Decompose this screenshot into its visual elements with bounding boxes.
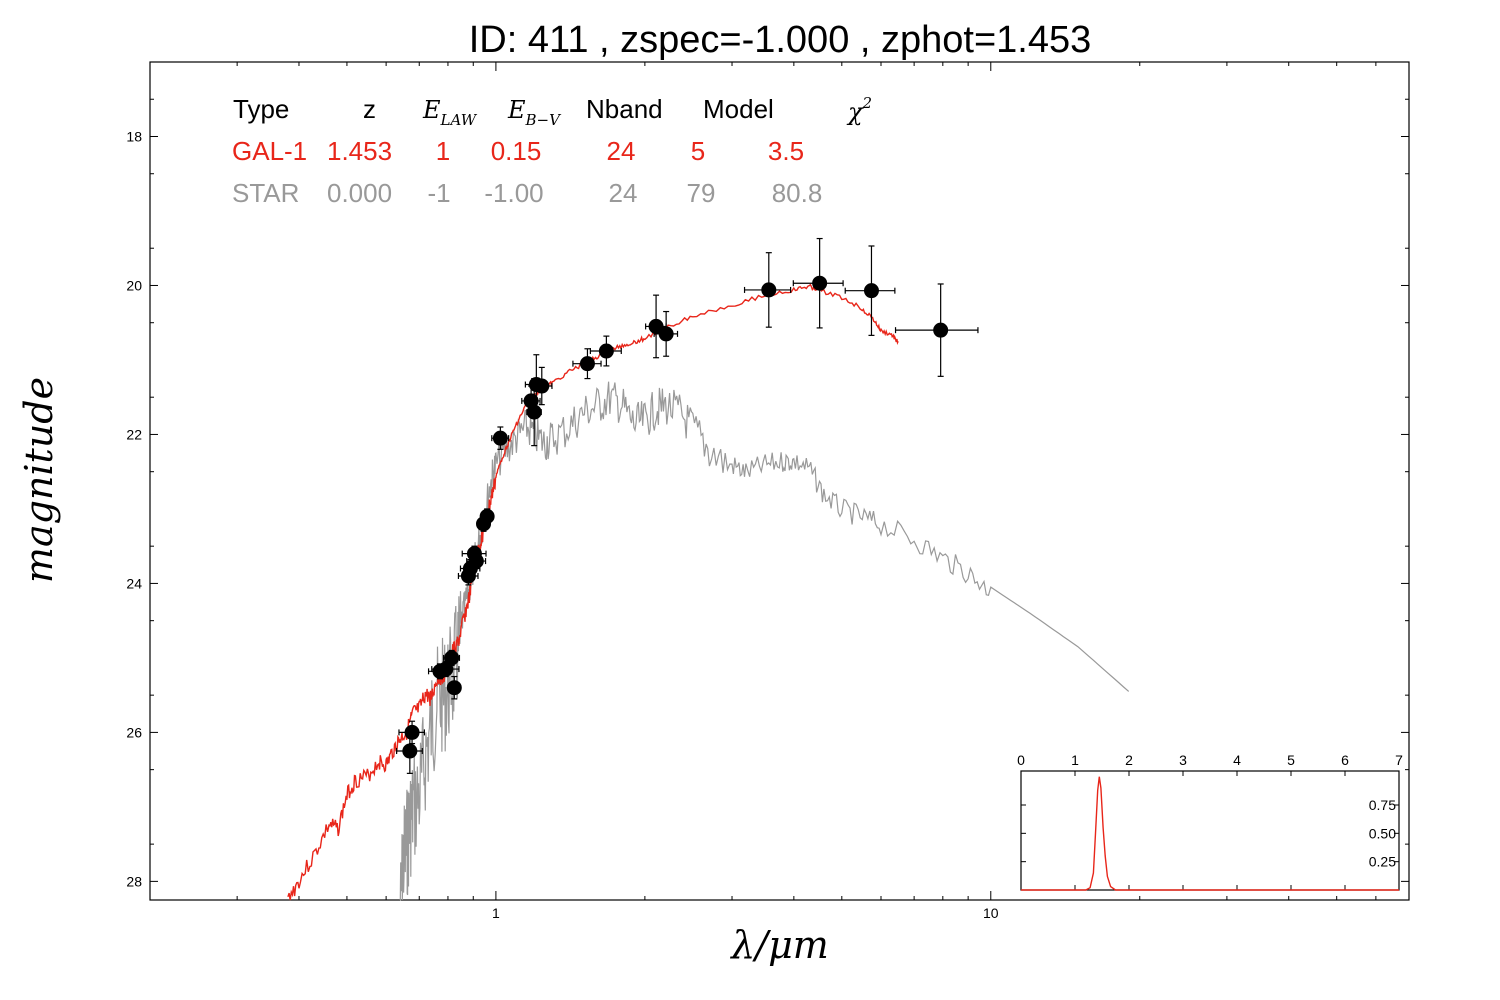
star-nband: 24 bbox=[609, 178, 638, 208]
photometry-marker bbox=[446, 680, 462, 696]
inset-y-tick-label: 0.25 bbox=[1369, 854, 1396, 870]
table-header-model: Model bbox=[703, 94, 774, 124]
photometry-point bbox=[396, 728, 423, 774]
photometry-marker bbox=[598, 343, 614, 359]
table-header-nband: Nband bbox=[586, 94, 663, 124]
photometry-point bbox=[491, 426, 510, 450]
photometry-marker bbox=[404, 724, 420, 740]
y-tick-label: 26 bbox=[126, 724, 142, 740]
inset-x-tick-label: 2 bbox=[1125, 752, 1133, 768]
y-axis-label: magnitude bbox=[17, 377, 61, 583]
photometry-marker bbox=[479, 508, 495, 524]
star-chi2: 80.8 bbox=[772, 178, 823, 208]
gal-model: 5 bbox=[691, 136, 705, 166]
inset-y-tick-label: 0.75 bbox=[1369, 797, 1396, 813]
star-model-line bbox=[399, 381, 1130, 901]
photometry-marker bbox=[534, 378, 550, 394]
star-type: STAR bbox=[232, 178, 299, 208]
photometry-marker bbox=[812, 275, 828, 291]
photometry-point bbox=[589, 335, 622, 367]
photometry-point bbox=[446, 675, 462, 700]
inset-x-tick-label: 0 bbox=[1017, 752, 1025, 768]
x-axis-label: λ/μm bbox=[729, 923, 829, 967]
inset-axes: 0 1 2 3 4 5 6 7 0.25 0.50 0.75 bbox=[1017, 752, 1403, 890]
y-tick-label: 18 bbox=[126, 128, 142, 144]
photometry-point bbox=[466, 553, 487, 570]
inset-x-tick-label: 1 bbox=[1071, 752, 1079, 768]
table-header-z: z bbox=[363, 94, 376, 124]
gal-elaw: 1 bbox=[436, 136, 450, 166]
photometry-point bbox=[479, 508, 495, 525]
photometry-marker bbox=[863, 283, 879, 299]
photometry-point bbox=[530, 366, 553, 406]
photometry-point bbox=[572, 348, 602, 380]
photometry-point bbox=[792, 237, 844, 329]
photometry-point bbox=[653, 310, 679, 357]
inset-x-tick-label: 3 bbox=[1179, 752, 1187, 768]
star-elaw: -1 bbox=[427, 178, 450, 208]
photometry-point bbox=[645, 294, 667, 359]
fit-table: Type z ELAW EB−V Nband Model χ2 GAL-1 1.… bbox=[232, 94, 872, 208]
gal-nband: 24 bbox=[607, 136, 636, 166]
pdz-curve bbox=[1021, 776, 1399, 891]
pdz-inset: 0 1 2 3 4 5 6 7 0.25 0.50 0.75 bbox=[1017, 752, 1403, 891]
model-curves bbox=[287, 283, 1130, 901]
gal-type: GAL-1 bbox=[232, 136, 307, 166]
x-tick-label: 10 bbox=[983, 905, 999, 921]
photometry-point bbox=[526, 377, 542, 447]
photometry-marker bbox=[402, 743, 418, 759]
gal-ebv: 0.15 bbox=[491, 136, 542, 166]
photometry-marker bbox=[658, 326, 674, 342]
photometry-marker bbox=[526, 404, 542, 420]
star-z: 0.000 bbox=[327, 178, 392, 208]
y-tick-label: 28 bbox=[126, 873, 142, 889]
inset-y-tick-label: 0.50 bbox=[1369, 825, 1396, 841]
inset-curve-group bbox=[1021, 776, 1399, 891]
photometry-marker bbox=[933, 322, 949, 338]
gal-model-line bbox=[287, 283, 899, 901]
y-tick-label: 20 bbox=[126, 277, 142, 293]
inset-x-tick-label: 7 bbox=[1395, 752, 1403, 768]
x-tick-label: 1 bbox=[492, 905, 500, 921]
table-header-type: Type bbox=[233, 94, 289, 124]
photometry-marker bbox=[579, 356, 595, 372]
inset-x-tick-label: 5 bbox=[1287, 752, 1295, 768]
inset-frame bbox=[1020, 770, 1400, 891]
x-axis: 1 10 bbox=[236, 62, 1377, 921]
table-header-chi2: χ2 bbox=[846, 94, 872, 126]
inset-x-tick-label: 6 bbox=[1341, 752, 1349, 768]
photometry-marker bbox=[761, 282, 777, 298]
photometry-points bbox=[396, 237, 979, 774]
star-ebv: -1.00 bbox=[484, 178, 543, 208]
table-header-elaw: ELAW bbox=[422, 96, 478, 129]
photometry-point bbox=[743, 252, 792, 328]
y-tick-label: 22 bbox=[126, 426, 142, 442]
photometry-point bbox=[894, 283, 979, 377]
y-tick-label: 24 bbox=[126, 575, 142, 591]
gal-chi2: 3.5 bbox=[768, 136, 804, 166]
inset-x-tick-label: 4 bbox=[1233, 752, 1241, 768]
photometry-marker bbox=[468, 553, 484, 569]
photometry-marker bbox=[444, 650, 460, 666]
table-header-ebv: EB−V bbox=[507, 96, 562, 129]
plot-frame bbox=[149, 61, 1410, 901]
photometry-point bbox=[844, 245, 896, 336]
star-model: 79 bbox=[687, 178, 716, 208]
photometry-marker bbox=[492, 430, 508, 446]
gal-z: 1.453 bbox=[327, 136, 392, 166]
chart-title: ID: 411 , zspec=-1.000 , zphot=1.453 bbox=[469, 19, 1092, 61]
photometry-point bbox=[443, 649, 461, 666]
